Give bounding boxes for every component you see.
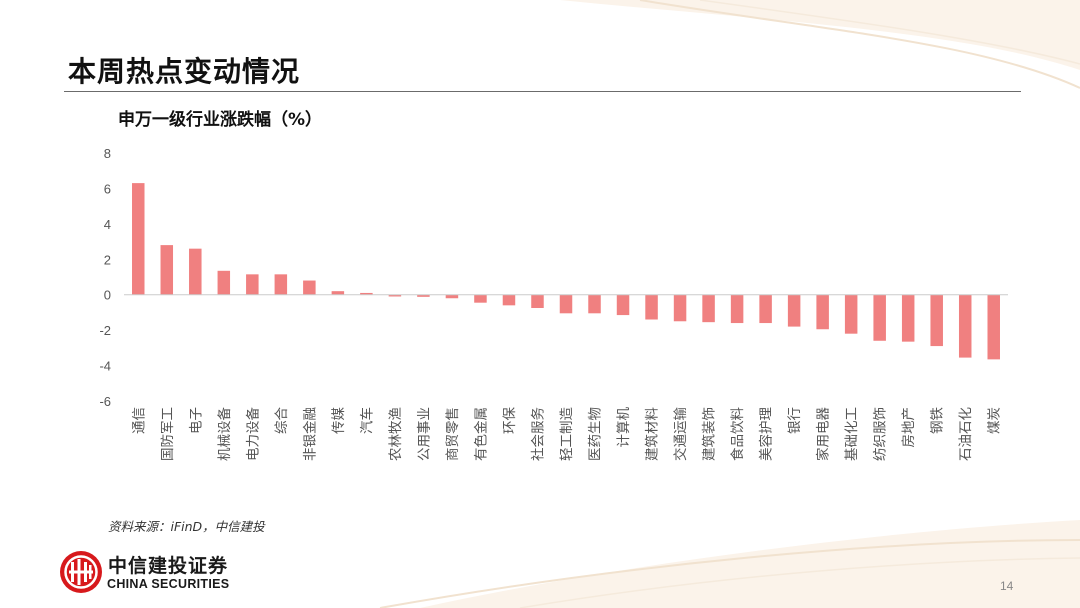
y-tick-label: 8 xyxy=(104,146,111,161)
bar xyxy=(474,294,487,303)
y-tick-label: 0 xyxy=(104,288,111,303)
x-tick-label: 建筑材料 xyxy=(645,407,661,461)
x-tick-label: 医药生物 xyxy=(588,407,604,461)
x-axis-labels: 通信 国防军工 电子 机械设备 电力设备 综合 非银金融 传媒 汽车 农林牧渔 公用事业 商贸零售 有色… xyxy=(131,407,1002,461)
bar xyxy=(930,294,943,347)
x-tick-label: 电力设备 xyxy=(244,407,261,461)
x-tick-label: 国防军工 xyxy=(160,407,176,461)
x-tick-label: 非银金融 xyxy=(302,407,318,461)
bar xyxy=(559,294,573,314)
x-tick-label: 有色金属 xyxy=(472,407,489,461)
y-tick-label: 6 xyxy=(104,181,111,196)
bar xyxy=(588,294,601,314)
x-tick-label: 基础化工 xyxy=(843,407,860,461)
bars xyxy=(132,183,1000,360)
bar xyxy=(730,294,744,324)
bar xyxy=(901,294,915,342)
bar xyxy=(360,292,373,295)
bar xyxy=(616,294,630,316)
china-securities-emblem-icon xyxy=(60,551,102,593)
bar xyxy=(531,294,544,308)
x-tick-label: 食品饮料 xyxy=(729,407,746,461)
y-tick-label: -2 xyxy=(99,323,111,338)
x-tick-label: 通信 xyxy=(131,407,147,434)
x-tick-label: 钢铁 xyxy=(930,407,946,434)
x-tick-label: 环保 xyxy=(502,407,518,434)
bar xyxy=(702,294,715,323)
bar xyxy=(160,245,174,295)
x-tick-label: 建筑装饰 xyxy=(702,407,718,461)
bar xyxy=(388,294,402,297)
bar xyxy=(844,294,858,334)
x-tick-label: 商贸零售 xyxy=(445,407,461,461)
x-tick-label: 轻工制造 xyxy=(559,407,575,461)
x-tick-label: 美容护理 xyxy=(758,407,775,461)
x-tick-label: 综合 xyxy=(274,407,290,434)
bar xyxy=(759,294,772,324)
x-tick-label: 公用事业 xyxy=(416,407,432,461)
bar xyxy=(217,270,231,295)
company-logo: 中信建投证券 CHINA SECURITIES xyxy=(58,549,248,597)
bar xyxy=(445,294,459,299)
x-tick-label: 石油石化 xyxy=(958,407,974,461)
x-tick-label: 交通运输 xyxy=(672,407,689,461)
x-tick-label: 传媒 xyxy=(331,407,347,434)
page-number: 14 xyxy=(1000,579,1014,593)
bar xyxy=(816,294,829,330)
y-tick-label: -4 xyxy=(99,359,111,374)
x-tick-label: 汽车 xyxy=(358,407,375,434)
bar xyxy=(787,294,801,327)
x-tick-label: 机械设备 xyxy=(216,407,233,461)
slide-title: 本周热点变动情况 xyxy=(68,55,301,88)
y-tick-label: 2 xyxy=(104,252,111,267)
x-tick-label: 家用电器 xyxy=(815,407,832,461)
chart-title: 申万一级行业涨跌幅（%） xyxy=(118,110,323,130)
bar xyxy=(274,274,288,295)
bar xyxy=(958,294,972,358)
bar xyxy=(331,291,345,295)
y-axis: 8 6 4 2 0 -2 -4 -6 xyxy=(99,146,111,409)
bar xyxy=(189,248,202,295)
bar xyxy=(132,183,145,295)
y-tick-label: -6 xyxy=(99,394,111,409)
y-tick-label: 4 xyxy=(104,217,111,232)
bar xyxy=(303,280,316,295)
bar xyxy=(673,294,687,322)
bar xyxy=(645,294,658,320)
bar xyxy=(987,294,1000,360)
bar xyxy=(417,294,430,297)
x-tick-label: 农林牧渔 xyxy=(388,407,404,461)
x-tick-label: 社会服务 xyxy=(530,407,546,461)
logo-name-en: CHINA SECURITIES xyxy=(107,577,230,591)
x-tick-label: 房地产 xyxy=(901,407,917,448)
bar xyxy=(246,274,259,295)
x-tick-label: 计算机 xyxy=(616,407,632,448)
x-tick-label: 纺织服饰 xyxy=(873,407,889,461)
bar xyxy=(502,294,516,306)
bar xyxy=(873,294,886,341)
x-tick-label: 煤炭 xyxy=(987,407,1003,434)
title-divider xyxy=(64,91,1021,92)
logo-name-cn: 中信建投证券 xyxy=(108,555,229,577)
x-tick-label: 电子 xyxy=(188,407,204,434)
x-tick-label: 银行 xyxy=(787,407,803,434)
source-note: 资料来源：iFinD，中信建投 xyxy=(108,519,265,534)
